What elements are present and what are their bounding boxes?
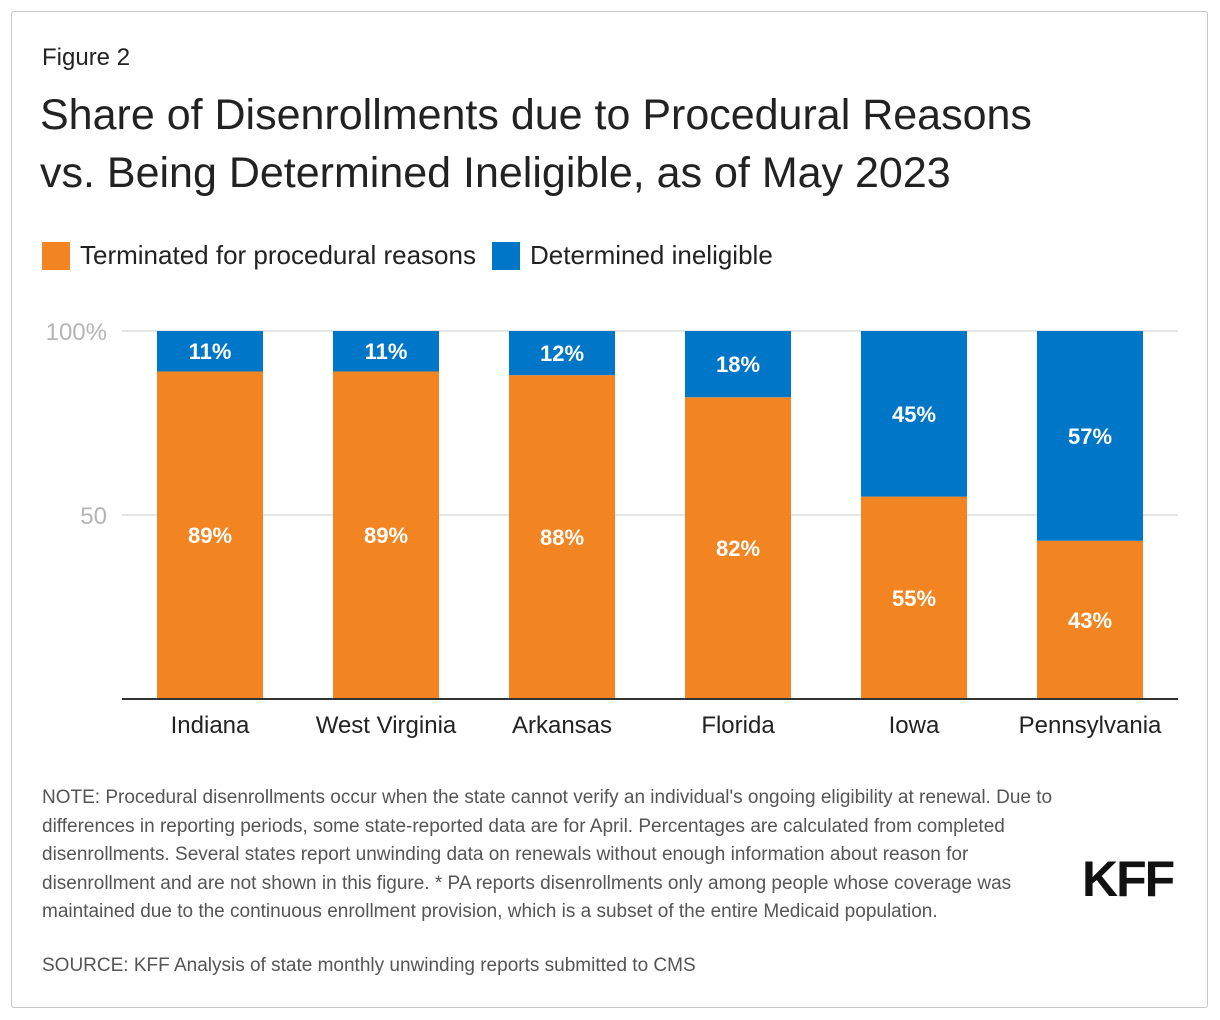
data-label: 11% — [189, 339, 232, 364]
bar-procedural-arkansas — [509, 375, 615, 699]
data-label: 55% — [892, 586, 936, 611]
bar-ineligible-pennsylvania — [1037, 331, 1143, 541]
data-label: 12% — [540, 341, 584, 366]
bar-procedural-pennsylvania — [1037, 540, 1143, 699]
chart-title-line-2: vs. Being Determined Ineligible, as of M… — [40, 149, 951, 197]
x-tick-label: Indiana — [171, 712, 250, 739]
legend-item-ineligible: Determined ineligible — [491, 240, 773, 271]
stacked-bar-chart: 100% 50 89% 11% Indiana 89% 11% West Virginia 88… — [46, 319, 1178, 739]
data-label: 18% — [716, 352, 760, 377]
x-tick-label: West Virginia — [316, 712, 457, 739]
bar-procedural-west-virginia — [333, 371, 439, 699]
y-tick-label: 100% — [46, 319, 107, 346]
chart-title: Share of Disenrollments due to Procedura… — [40, 86, 1190, 202]
y-tick-label: 50 — [80, 503, 107, 530]
data-label: 88% — [540, 525, 584, 550]
bar-ineligible-iowa — [861, 331, 967, 497]
legend-item-procedural: Terminated for procedural reasons — [42, 240, 476, 271]
data-label: 82% — [716, 536, 760, 561]
legend-label-procedural: Terminated for procedural reasons — [80, 240, 476, 270]
x-tick-label: Arkansas — [512, 712, 612, 739]
bar-ineligible-florida — [685, 331, 791, 398]
data-label: 45% — [892, 402, 936, 427]
legend-swatch-ineligible — [491, 241, 520, 270]
legend-label-ineligible: Determined ineligible — [529, 240, 773, 270]
bar-ineligible-arkansas — [509, 331, 615, 376]
bar-procedural-indiana — [157, 371, 263, 699]
chart-legend: Terminated for procedural reasons Determ… — [42, 240, 789, 271]
data-label: 43% — [1068, 608, 1112, 633]
data-label: 11% — [365, 339, 408, 364]
figure-label: Figure 2 — [42, 44, 131, 71]
data-label: 57% — [1068, 424, 1112, 449]
data-label: 89% — [188, 523, 232, 548]
x-tick-label: Iowa — [889, 712, 940, 739]
x-tick-label: Florida — [701, 712, 775, 739]
legend-swatch-procedural — [42, 241, 70, 270]
bar-procedural-iowa — [861, 496, 967, 699]
bar-ineligible-west-virginia — [333, 331, 439, 372]
chart-note: NOTE: Procedural disenrollments occur wh… — [42, 787, 1053, 922]
bar-procedural-florida — [685, 397, 791, 699]
chart-title-line-1: Share of Disenrollments due to Procedura… — [40, 91, 1032, 139]
chart-source: SOURCE: KFF Analysis of state monthly un… — [42, 955, 696, 976]
kff-logo: KFF — [1082, 851, 1175, 907]
x-tick-label: Pennsylvania — [1019, 712, 1162, 739]
bar-ineligible-indiana — [157, 331, 263, 372]
data-label: 89% — [364, 523, 408, 548]
